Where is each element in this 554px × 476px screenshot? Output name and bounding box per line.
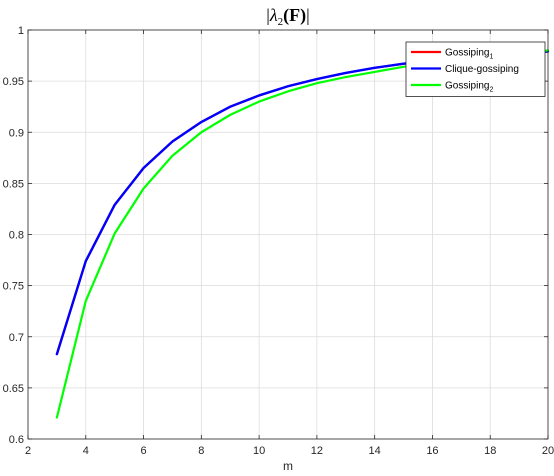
y-tick-label: 0.7 [9,332,24,344]
legend-label-text: Gossiping [445,48,489,59]
legend-label-2: Gossiping2 [445,81,493,94]
x-tick-label: 4 [83,445,89,457]
x-tick-label: 10 [253,445,265,457]
x-axis-label: m [283,459,293,473]
title-lambda-subscript: 2 [278,16,284,28]
y-tick-label: 1 [18,25,24,37]
x-tick-label: 8 [198,445,204,457]
y-tick-label: 0.85 [3,178,24,190]
axis-ticks: 2 4 6 8 10 12 14 16 18 200.60.650.70.750.80.850.9… [3,25,554,457]
legend-label-text: Gossiping [445,81,489,92]
title-prefix: | [266,5,270,25]
title-argument: (F) [283,5,306,26]
chart-title: |λ2(F)| [266,5,310,28]
legend-label-subscript: 1 [489,54,493,61]
x-tick-label: 12 [311,445,323,457]
x-tick-label: 2 [25,445,31,457]
legend-label-1: Clique-gossiping [445,64,519,75]
x-tick-label: 20 [542,445,554,457]
y-tick-label: 0.8 [9,230,24,242]
x-tick-label: 14 [369,445,381,457]
legend-label-text: Clique-gossiping [445,64,519,75]
y-tick-label: 0.75 [3,281,24,293]
y-tick-label: 0.6 [9,434,24,446]
x-tick-label: 16 [426,445,438,457]
title-suffix: | [306,5,310,25]
x-tick-label: 18 [484,445,496,457]
title-lambda: λ [269,5,278,25]
x-tick-label: 6 [140,445,146,457]
legend-label-0: Gossiping1 [445,48,493,61]
legend-label-subscript: 2 [489,87,493,94]
y-tick-label: 0.9 [9,127,24,139]
y-tick-label: 0.65 [3,383,24,395]
y-tick-label: 0.95 [3,76,24,88]
